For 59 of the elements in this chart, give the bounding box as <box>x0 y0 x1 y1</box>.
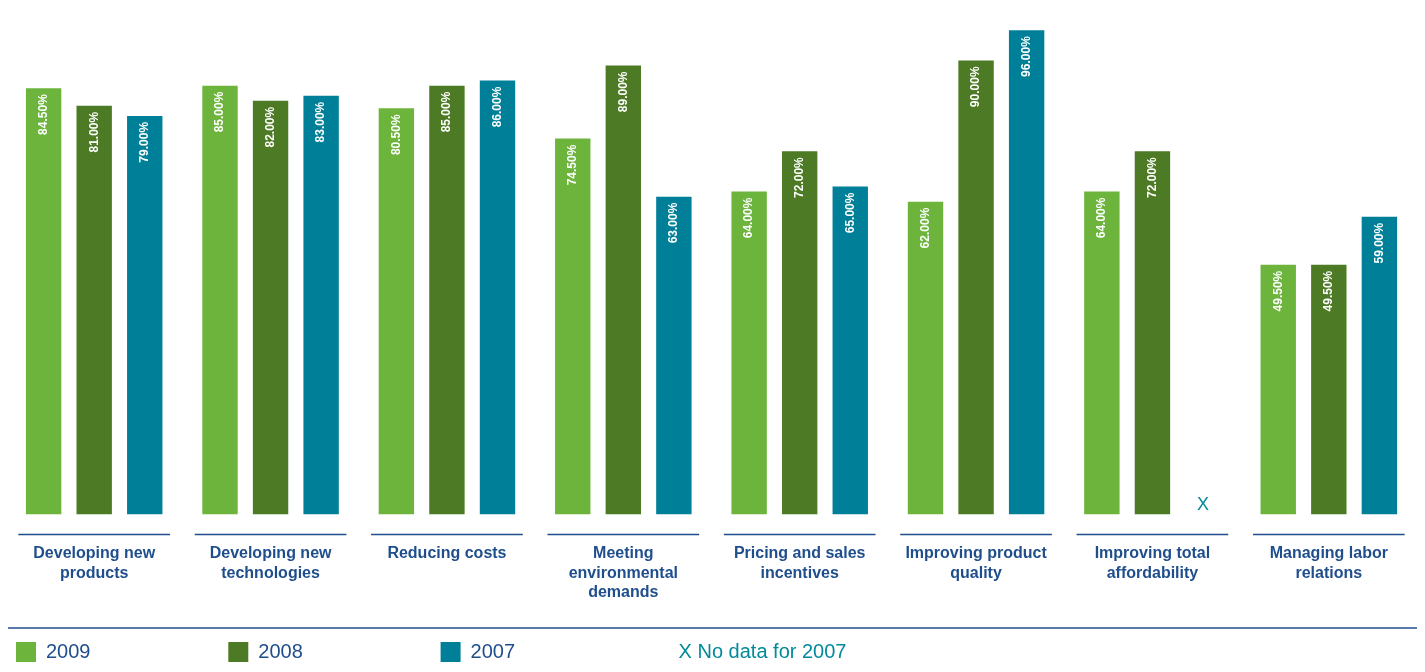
bar <box>252 100 289 515</box>
bar <box>555 138 591 515</box>
bar <box>303 95 339 515</box>
bar <box>731 191 767 515</box>
legend-label: 2009 <box>46 639 219 662</box>
data-label: 49.50% <box>1270 270 1285 312</box>
data-label: 59.00% <box>1371 222 1386 264</box>
data-label: 72.00% <box>792 156 806 198</box>
bar <box>127 115 163 515</box>
x-tick-label: Pricing and sales incentives <box>733 544 866 581</box>
bar <box>1134 151 1171 515</box>
bar <box>378 108 415 515</box>
bar <box>832 186 868 515</box>
bar <box>1008 30 1045 515</box>
x-tick-label: Developing new products <box>33 544 156 581</box>
x-tick-label: Managing labor relations <box>1269 544 1388 581</box>
x-tick-label: Improving total affordability <box>1094 544 1211 581</box>
annotation: X <box>1196 494 1210 515</box>
bar <box>605 65 642 515</box>
bar <box>1084 191 1120 515</box>
bar <box>1311 264 1347 515</box>
bar <box>1361 216 1398 515</box>
bar <box>907 201 944 515</box>
data-label: 90.00% <box>968 66 983 108</box>
x-tick-label: Reducing costs <box>387 544 507 562</box>
data-label: 85.00% <box>212 91 227 133</box>
data-label: 64.00% <box>741 197 756 239</box>
data-label: 89.00% <box>615 71 630 113</box>
data-label: 96.00% <box>1018 35 1033 77</box>
data-label: 83.00% <box>313 101 328 143</box>
legend-label: 2007 <box>470 639 643 662</box>
x-tick-label: Developing new technologies <box>209 544 333 581</box>
data-label: 82.00% <box>262 106 277 148</box>
data-label: 65.00% <box>842 192 857 234</box>
data-label: 84.50% <box>35 93 50 135</box>
data-label: 72.00% <box>1144 156 1159 198</box>
data-label: 80.50% <box>388 114 403 156</box>
text: X No data for 2007 <box>678 639 847 662</box>
data-label: 49.50% <box>1321 270 1336 312</box>
bar <box>781 151 818 515</box>
bar <box>479 80 516 515</box>
data-label: 64.00% <box>1094 197 1109 239</box>
bar <box>656 196 692 515</box>
bar <box>958 60 994 515</box>
data-label: 81.00% <box>86 111 101 153</box>
data-label: 85.00% <box>439 91 454 133</box>
x-tick-label: Meeting environmental demands <box>568 544 678 600</box>
legend-label: 2008 <box>258 639 431 662</box>
bar <box>1260 264 1296 515</box>
data-label: 79.00% <box>137 121 152 163</box>
data-label: 63.00% <box>666 202 681 244</box>
bar <box>202 85 238 515</box>
bar <box>76 105 112 515</box>
data-label: 62.00% <box>917 207 932 249</box>
data-label: 86.00% <box>489 86 504 128</box>
bar <box>25 88 62 515</box>
data-label: 74.50% <box>565 144 580 186</box>
bar <box>429 85 465 515</box>
x-tick-label: Improving product quality <box>905 544 1048 581</box>
